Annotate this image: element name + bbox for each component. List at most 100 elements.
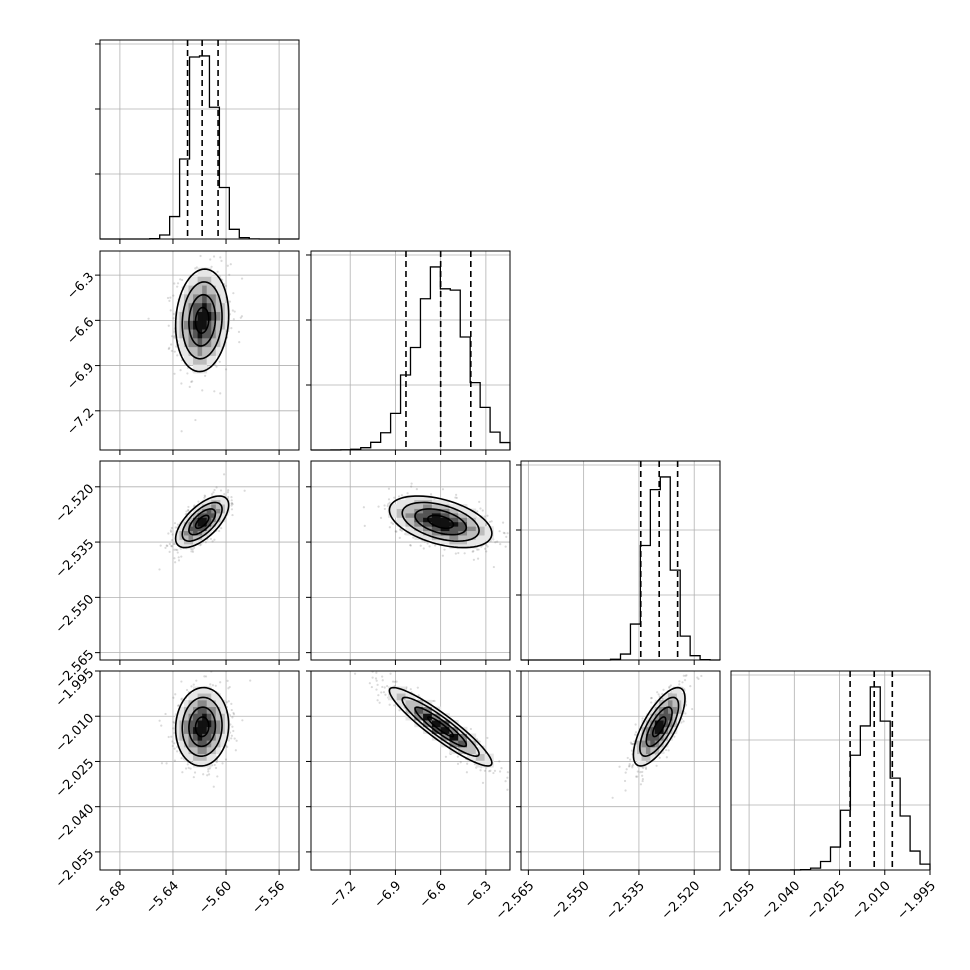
contour-line — [427, 514, 455, 530]
sample-point — [393, 704, 396, 707]
sample-point — [176, 285, 179, 288]
sample-point — [187, 508, 190, 512]
density-cell — [202, 293, 208, 304]
sample-point — [476, 548, 479, 551]
sample-point — [224, 758, 228, 761]
sample-point — [416, 686, 419, 689]
density-cell — [179, 740, 185, 748]
sample-point — [213, 538, 216, 541]
sample-point — [195, 679, 198, 682]
density-cell — [188, 337, 194, 348]
sample-point — [631, 742, 635, 746]
sample-point — [177, 704, 181, 707]
density-cell — [206, 713, 212, 721]
contour-line — [188, 293, 217, 347]
sample-point — [209, 537, 213, 541]
density-cell — [183, 311, 189, 321]
density-cell — [215, 693, 221, 701]
sample-point — [240, 277, 244, 280]
scatter-panel: −7.2 −6.9 −6.6 −6.3 — [306, 670, 511, 911]
sample-point — [176, 282, 180, 285]
sample-point — [165, 762, 168, 765]
sample-point — [644, 767, 648, 770]
density-cell — [202, 346, 208, 356]
sample-point — [393, 496, 396, 499]
density-cell — [458, 740, 468, 748]
density-cell — [215, 337, 221, 348]
density-cell — [641, 733, 647, 741]
density-cell — [188, 512, 194, 518]
sample-point — [665, 756, 668, 759]
hist-panel — [95, 39, 300, 244]
sample-point — [173, 742, 176, 745]
density-cell — [211, 311, 217, 321]
sample-point — [218, 360, 221, 363]
density-cell — [220, 293, 226, 304]
density-cell — [202, 526, 208, 532]
sample-point — [187, 505, 190, 509]
density-cell — [179, 346, 185, 356]
sample-point — [184, 767, 188, 770]
x-tick-label: −6.3 — [462, 878, 495, 911]
sample-point — [444, 755, 448, 758]
density-cell — [645, 740, 651, 748]
sample-point — [618, 765, 621, 768]
sample-point — [628, 765, 631, 768]
sample-point — [180, 382, 183, 385]
sample-point — [219, 392, 222, 395]
sample-point — [173, 747, 176, 750]
density-cell — [202, 285, 208, 295]
sample-point — [477, 548, 480, 551]
contour-line — [401, 696, 480, 757]
density-cell — [183, 720, 189, 728]
sample-point — [226, 745, 229, 749]
density-cell — [676, 686, 682, 694]
sample-point — [168, 299, 171, 302]
sample-point — [170, 349, 173, 352]
sample-point — [212, 491, 215, 494]
x-tick-label: −2.535 — [603, 878, 648, 923]
sample-point — [233, 310, 236, 313]
density-cell — [215, 495, 221, 501]
density-cell — [405, 517, 415, 523]
sample-point — [230, 708, 233, 712]
density-cell — [193, 530, 199, 536]
density-cell — [431, 720, 442, 728]
density-cell — [668, 693, 673, 701]
density-cell — [202, 733, 208, 741]
density-cell — [396, 699, 406, 708]
density-cell — [206, 337, 212, 348]
sample-point — [211, 684, 215, 687]
density-cell — [206, 733, 212, 741]
density-cell — [215, 346, 221, 356]
density-cell — [174, 329, 180, 339]
density-cell — [220, 713, 226, 721]
density-cell — [183, 535, 189, 540]
sample-point — [631, 742, 634, 746]
density-cell — [197, 753, 203, 761]
density-cell — [197, 508, 203, 514]
sample-point — [632, 763, 635, 766]
x-tick-label: −2.010 — [849, 878, 894, 923]
sample-point — [172, 727, 175, 730]
panel-background — [521, 461, 720, 660]
density-cell — [183, 355, 189, 365]
density-cell — [211, 355, 217, 365]
sample-point — [391, 680, 395, 683]
sample-point — [230, 508, 234, 511]
sample-point — [478, 500, 481, 503]
sample-point — [678, 683, 681, 686]
density-cell — [475, 535, 485, 540]
density-cell — [179, 311, 185, 321]
sample-point — [406, 492, 409, 495]
density-cell — [197, 740, 203, 748]
density-cell — [206, 693, 212, 701]
contour-line — [181, 281, 223, 360]
density-cell — [637, 733, 642, 741]
density-cell — [632, 753, 638, 761]
scatter-points — [362, 482, 509, 569]
density-cell — [211, 706, 217, 714]
sample-point — [216, 775, 219, 778]
density-cell — [484, 535, 494, 540]
